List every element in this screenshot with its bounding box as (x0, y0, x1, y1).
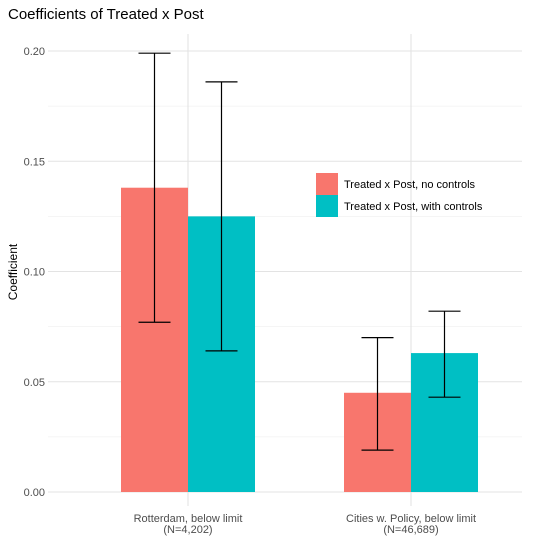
error-bars (138, 52, 461, 451)
y-tick-label: 0.15 (24, 156, 45, 168)
error-bar (428, 310, 461, 398)
legend: Treated x Post, no controls Treated x Pos… (316, 173, 483, 217)
bars (121, 187, 478, 492)
legend-label: Treated x Post, with controls (344, 201, 483, 213)
y-tick-label: 0.10 (24, 267, 45, 279)
category-labels: Rotterdam, below limit(N=4,202) Cities w.… (134, 513, 476, 536)
error-bar (205, 81, 238, 352)
chart-title: Coefficients of Treated x Post (8, 6, 204, 23)
legend-item: Treated x Post, with controls (316, 195, 483, 217)
y-tick-label: 0.00 (24, 487, 45, 499)
y-tick-label: 0.05 (24, 377, 45, 389)
y-tick-label: 0.20 (24, 46, 45, 58)
category-sublabel: (N=4,202) (163, 524, 212, 536)
error-bar (138, 52, 171, 323)
legend-label: Treated x Post, no controls (344, 179, 476, 191)
y-axis-title: Coefficient (6, 243, 20, 300)
legend-swatch (316, 195, 338, 217)
legend-item: Treated x Post, no controls (316, 173, 476, 195)
error-bar (361, 337, 394, 451)
category-label: Cities w. Policy, below limit (346, 513, 476, 525)
legend-swatch (316, 173, 338, 195)
y-tick-labels: 0.00 0.05 0.10 0.15 0.20 (24, 46, 45, 499)
category-label: Rotterdam, below limit (134, 513, 243, 525)
category-sublabel: (N=46,689) (383, 524, 438, 536)
